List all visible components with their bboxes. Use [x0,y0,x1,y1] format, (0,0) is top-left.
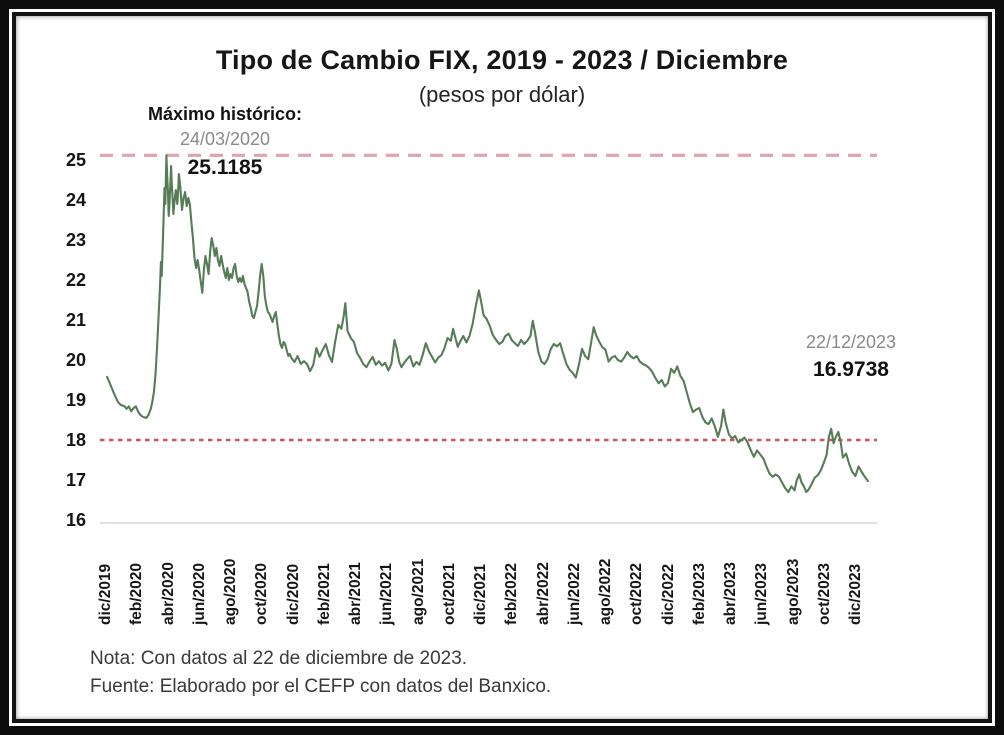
x-tick-label: feb/2020 [128,562,146,625]
x-tick-label: jun/2023 [753,562,771,625]
x-tick-label: oct/2023 [815,562,833,625]
y-tick-label: 16 [65,510,86,530]
x-tick-label: dic/2020 [284,563,302,625]
note-line: Nota: Con datos al 22 de diciembre de 20… [90,648,468,669]
x-tick-label: jun/2021 [378,562,396,625]
x-tick-label: ago/2022 [597,558,614,625]
x-tick-label: ago/2020 [222,558,239,625]
x-tick-label: abr/2021 [347,562,364,625]
x-tick-label: feb/2023 [690,562,708,625]
x-tick-label: dic/2021 [472,563,489,625]
y-tick-label: 23 [65,230,86,250]
last-annotation-date: 22/12/2023 [805,332,897,352]
x-tick-label: dic/2023 [847,563,864,625]
max-annotation-label: Máximo histórico: [147,104,303,124]
chart-subtitle: (pesos por dólar) [418,82,586,107]
y-tick-label: 18 [65,430,86,450]
y-tick-label: 24 [65,190,86,210]
source-line: Fuente: Elaborado por el CEFP con datos … [90,676,552,697]
last-annotation-value: 16.9738 [813,358,889,381]
x-tick-label: abr/2022 [534,562,552,625]
y-tick-label: 22 [65,270,86,290]
x-tick-label: ago/2023 [784,558,802,625]
x-tick-label: jun/2020 [190,562,208,625]
x-tick-label: abr/2023 [722,562,739,625]
y-tick-label: 19 [65,390,86,410]
x-tick-label: oct/2020 [253,562,271,625]
x-tick-label: dic/2019 [97,563,114,625]
x-tick-label: jun/2022 [565,562,583,625]
chart-title: Tipo de Cambio FIX, 2019 - 2023 / Diciem… [215,45,789,75]
x-tick-label: oct/2021 [440,562,458,625]
x-tick-label: feb/2022 [503,562,521,625]
x-tick-label: oct/2022 [628,562,646,625]
y-tick-label: 21 [65,310,86,330]
y-tick-label: 25 [65,150,86,170]
x-tick-label: ago/2021 [409,558,427,625]
exchange-rate-chart [100,153,877,524]
x-tick-label: abr/2020 [159,562,177,625]
x-tick-label: dic/2022 [659,563,677,625]
y-tick-label: 20 [65,350,86,370]
x-tick-label: feb/2021 [315,562,333,625]
max-annotation-date: 24/03/2020 [179,129,271,149]
inner-frame: Tipo de Cambio FIX, 2019 - 2023 / Diciem… [12,12,992,723]
max-annotation-value: 25.1185 [187,156,263,179]
y-tick-label: 17 [65,470,86,490]
footnote-block: Nota: Con datos al 22 de diciembre de 20… [90,645,551,701]
fix-rate-line [105,154,869,494]
chart-card: Tipo de Cambio FIX, 2019 - 2023 / Diciem… [16,16,988,719]
